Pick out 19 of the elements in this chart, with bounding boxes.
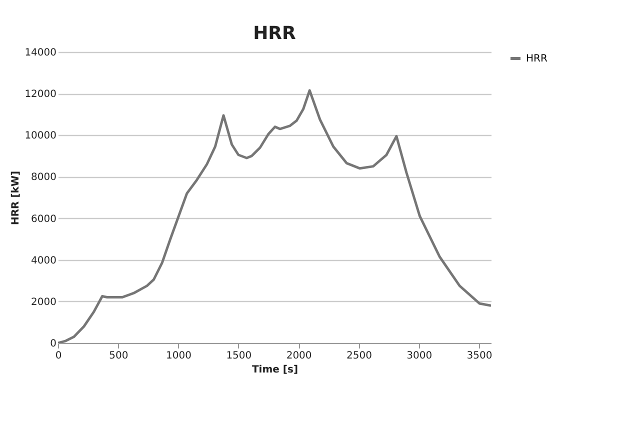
y-tick-label: 0: [50, 338, 56, 350]
y-axis-title: HRR [kW]: [10, 170, 22, 226]
x-tick-label: 1500: [226, 350, 252, 362]
x-tick-label: 3500: [466, 350, 492, 362]
y-tick-label: 12000: [24, 89, 56, 100]
x-tick-label: 2000: [286, 350, 312, 362]
y-tick-label: 2000: [31, 296, 56, 308]
x-tick-label: 3000: [406, 350, 432, 362]
y-tick-label: 10000: [24, 130, 56, 142]
x-axis-title: Time [s]: [252, 364, 298, 376]
x-tick-label: 2500: [346, 350, 372, 362]
y-tick-label: 6000: [31, 214, 56, 225]
y-tick-label: 4000: [31, 255, 56, 266]
chart-title: HRR: [253, 23, 296, 44]
y-tick-label: 14000: [24, 48, 56, 58]
x-tick-label: 1000: [166, 350, 192, 362]
y-tick-label: 8000: [31, 172, 56, 184]
legend-label: HRR: [526, 54, 548, 64]
x-tick-label: 500: [109, 350, 128, 362]
